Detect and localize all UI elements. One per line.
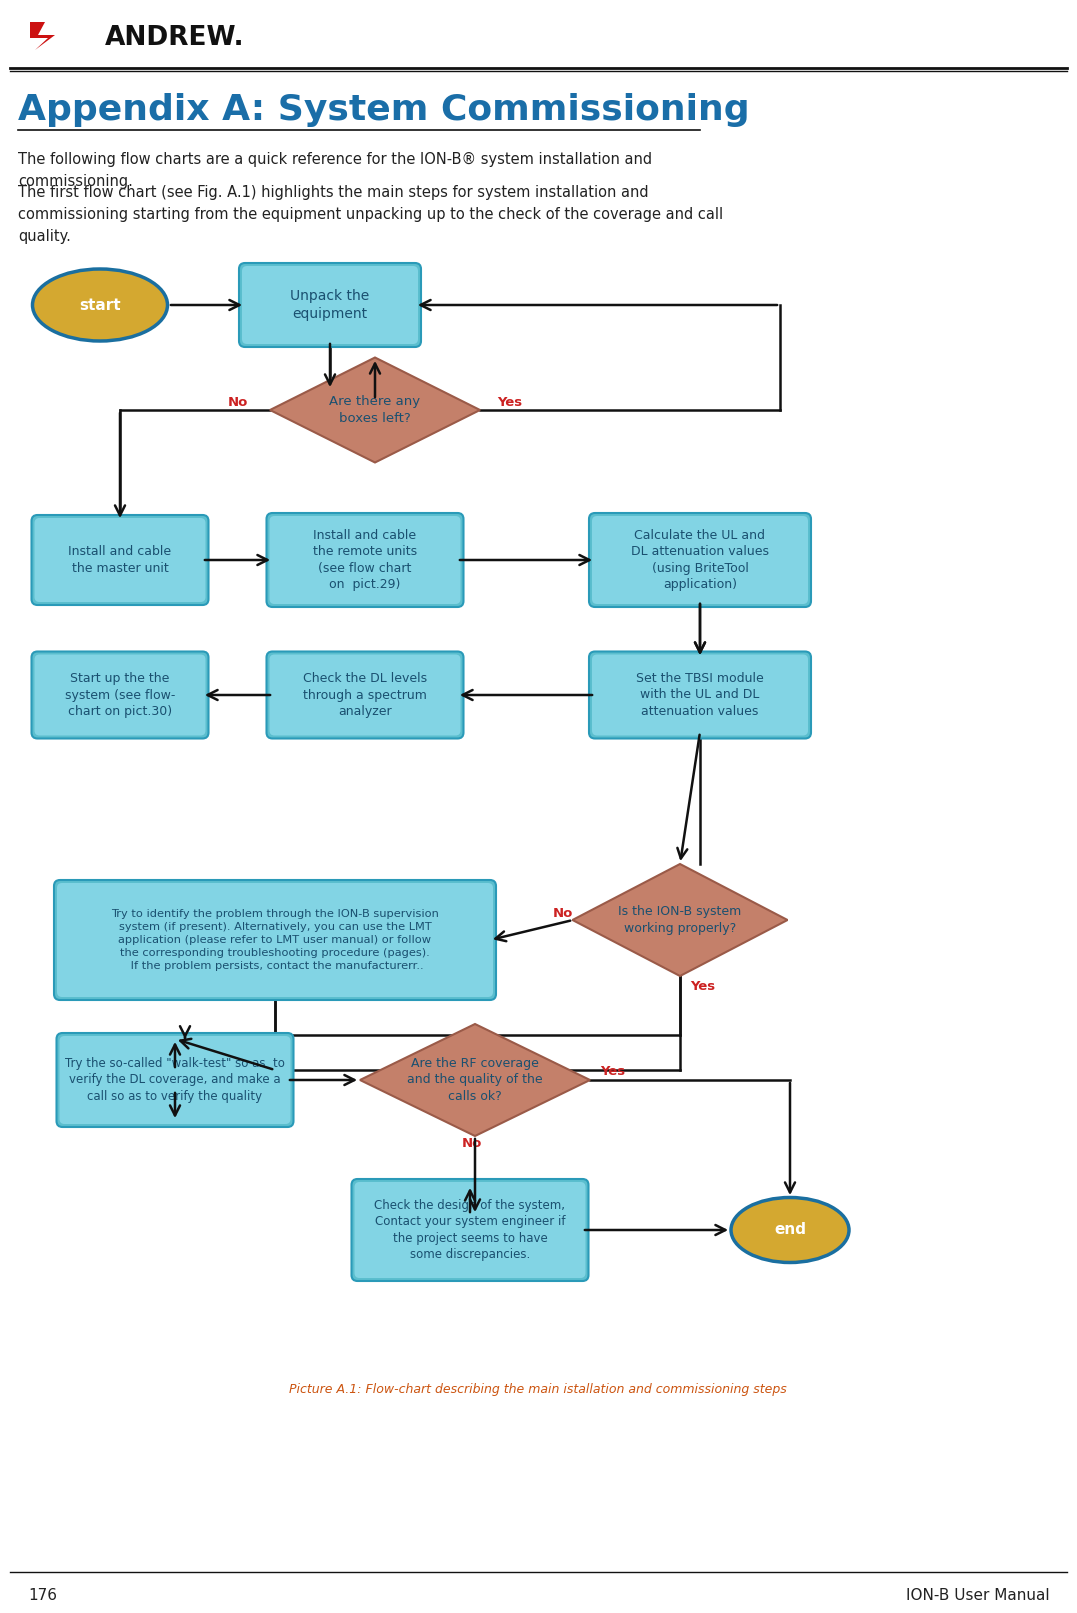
Text: Unpack the
equipment: Unpack the equipment [291,289,369,321]
FancyBboxPatch shape [31,515,209,605]
Text: Yes: Yes [600,1065,625,1077]
Polygon shape [573,865,787,976]
Text: Yes: Yes [690,981,715,994]
FancyBboxPatch shape [589,652,811,739]
FancyBboxPatch shape [34,655,206,736]
Text: Set the TBSI module
with the UL and DL
attenuation values: Set the TBSI module with the UL and DL a… [637,673,764,718]
Text: Start up the the
system (see flow-
chart on pict.30): Start up the the system (see flow- chart… [65,673,176,718]
Text: Appendix A: System Commissioning: Appendix A: System Commissioning [18,94,750,127]
FancyBboxPatch shape [269,655,461,736]
FancyBboxPatch shape [239,263,421,347]
FancyBboxPatch shape [351,1179,588,1281]
FancyBboxPatch shape [31,652,209,739]
FancyBboxPatch shape [56,1032,294,1127]
Text: Install and cable
the remote units
(see flow chart
on  pict.29): Install and cable the remote units (see … [313,529,417,592]
FancyBboxPatch shape [266,652,463,739]
Text: Is the ION-B system
working properly?: Is the ION-B system working properly? [618,905,742,936]
Text: The first flow chart (see Fig. A.1) highlights the main steps for system install: The first flow chart (see Fig. A.1) high… [18,185,723,245]
FancyBboxPatch shape [592,516,808,603]
Ellipse shape [731,1197,849,1263]
Text: No: No [228,397,249,410]
Ellipse shape [32,269,168,340]
Text: 176: 176 [28,1589,57,1603]
FancyBboxPatch shape [269,516,461,603]
Text: ION-B User Manual: ION-B User Manual [907,1589,1050,1603]
Text: No: No [553,907,573,919]
Text: Yes: Yes [496,397,522,410]
Text: end: end [774,1223,806,1237]
FancyBboxPatch shape [34,518,206,602]
Text: No: No [462,1137,482,1150]
Polygon shape [30,23,55,50]
Text: start: start [80,297,121,313]
Text: Are there any
boxes left?: Are there any boxes left? [330,395,420,424]
Text: Install and cable
the master unit: Install and cable the master unit [69,545,171,574]
FancyBboxPatch shape [354,1182,586,1277]
Text: ANDREW.: ANDREW. [104,24,244,52]
Text: Check the design of the system,
Contact your system engineer if
the project seem: Check the design of the system, Contact … [375,1198,565,1261]
FancyBboxPatch shape [57,882,493,997]
Text: Check the DL levels
through a spectrum
analyzer: Check the DL levels through a spectrum a… [303,673,428,718]
FancyBboxPatch shape [54,881,496,1000]
Text: Try the so-called "walk-test" so as  to
verify the DL coverage, and make a
call : Try the so-called "walk-test" so as to v… [65,1057,285,1103]
FancyBboxPatch shape [589,513,811,606]
Text: Try to identify the problem through the ION-B supervision
system (if present). A: Try to identify the problem through the … [111,910,439,971]
Text: Picture A.1: Flow-chart describing the main istallation and commissioning steps: Picture A.1: Flow-chart describing the m… [289,1384,787,1397]
FancyBboxPatch shape [59,1036,291,1124]
FancyBboxPatch shape [266,513,463,606]
Text: The following flow charts are a quick reference for the ION-B® system installati: The following flow charts are a quick re… [18,152,653,189]
Text: Are the RF coverage
and the quality of the
calls ok?: Are the RF coverage and the quality of t… [407,1057,543,1103]
Polygon shape [270,358,480,463]
FancyBboxPatch shape [592,655,808,736]
Polygon shape [360,1024,590,1136]
FancyBboxPatch shape [242,266,418,344]
Text: Calculate the UL and
DL attenuation values
(using BriteTool
application): Calculate the UL and DL attenuation valu… [631,529,769,592]
